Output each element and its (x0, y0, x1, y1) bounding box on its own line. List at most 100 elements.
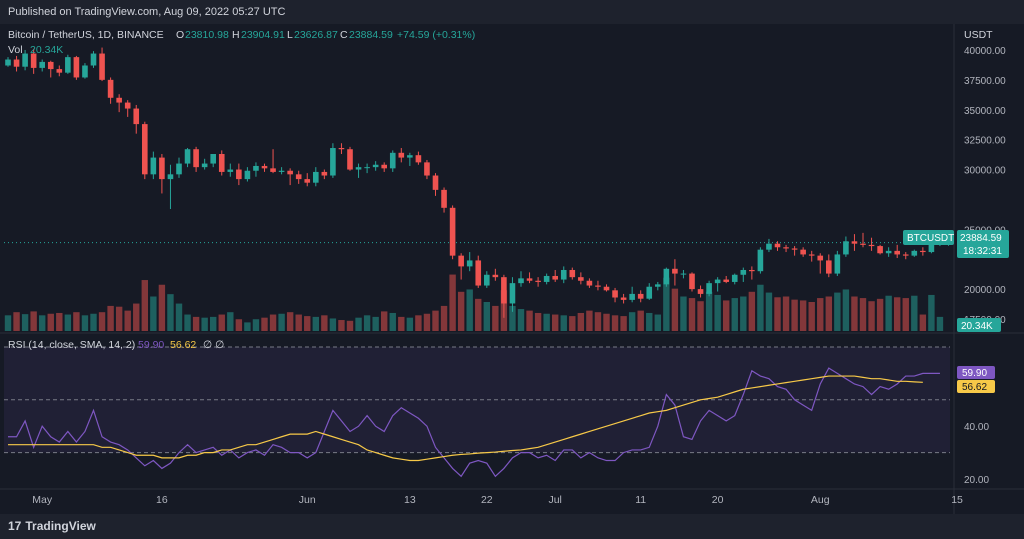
volume-bar (235, 319, 243, 331)
volume-bar (628, 312, 636, 331)
volume-bar (552, 314, 559, 331)
rsi-value-tag (957, 366, 995, 379)
candle-body (569, 269, 576, 278)
candle-body (714, 279, 721, 284)
volume-bar (885, 295, 892, 331)
candle-body (304, 179, 311, 183)
volume-bar (4, 315, 12, 331)
candle-body (501, 277, 507, 304)
candle-body (330, 148, 336, 176)
candle-body (646, 286, 653, 299)
candle-body (800, 249, 806, 255)
candle-body (928, 243, 935, 253)
candle-body (236, 169, 242, 180)
volume-bar (312, 316, 319, 331)
candle-body (757, 249, 764, 272)
volume-bar (304, 316, 311, 331)
time-tick-label: May (32, 494, 53, 506)
candle-body (637, 293, 644, 299)
volume-bar (30, 311, 37, 331)
candle-body (167, 174, 174, 180)
candle-body (355, 167, 362, 170)
candle-body (911, 250, 918, 256)
legend-low-value: 23626.87 (294, 29, 338, 41)
volume-bar (269, 314, 277, 331)
candle-body (894, 250, 900, 255)
volume-bar (21, 314, 29, 331)
candle-body (142, 124, 148, 175)
candle-body (560, 269, 567, 280)
volume-bar (201, 317, 208, 331)
volume-bar (381, 311, 388, 331)
volume-bar (902, 298, 909, 331)
volume-bar (560, 315, 567, 331)
volume-bar (261, 317, 268, 331)
rsi-sma-line (8, 375, 923, 462)
rsi-sma-tag (957, 380, 995, 393)
volume-bar (346, 320, 354, 331)
volume-bar (107, 305, 114, 331)
candle-body (107, 79, 114, 98)
candle-body (116, 97, 122, 103)
volume-bar (526, 310, 533, 331)
candle-body (261, 165, 268, 169)
volume-bar (133, 303, 140, 331)
candle-body (398, 152, 405, 158)
volume-bar (158, 284, 166, 331)
volume-bar (167, 294, 174, 331)
volume-bar (740, 296, 747, 331)
legend-vol-label: Vol (8, 44, 23, 56)
candle-body (56, 69, 63, 73)
time-tick-label: Jul (548, 494, 561, 506)
volume-bar (475, 298, 482, 331)
candle-body (603, 286, 610, 291)
volume-bar (90, 313, 97, 331)
volume-bar (483, 301, 490, 331)
volume-bar (799, 300, 807, 331)
legend-open-label: O (176, 29, 184, 41)
last-price-tag (957, 230, 1009, 258)
volume-bar (765, 292, 773, 331)
candle-body (620, 297, 627, 300)
volume-tag-label: 20.34K (961, 321, 993, 332)
candle-body (407, 155, 413, 158)
volume-bar (492, 305, 499, 331)
volume-bar (432, 310, 439, 331)
chart-svg[interactable]: 40000.00 37500.00 35000.00 32500.00 30000.00… (0, 24, 1024, 514)
candle-body (526, 278, 533, 281)
candle-body (868, 244, 875, 247)
volume-bar (928, 294, 935, 331)
price-tick-label: 40000.00 (964, 46, 1006, 57)
volume-bar (868, 301, 875, 331)
candle-body (133, 108, 140, 125)
candle-body (193, 149, 199, 168)
candle-body (364, 167, 370, 169)
volume-bar (295, 314, 302, 331)
volume-bar (911, 295, 918, 331)
time-tick-label: 16 (156, 494, 168, 506)
candle-body (210, 153, 216, 164)
volume-bar (534, 312, 542, 331)
candle-body (201, 163, 208, 168)
chart-area[interactable]: 40000.00 37500.00 35000.00 32500.00 30000.00… (0, 24, 1024, 514)
volume-bars (4, 274, 944, 331)
legend-close-label: C (340, 29, 348, 41)
volume-bar (842, 289, 850, 331)
volume-bar (184, 314, 191, 331)
candle-body (552, 275, 558, 280)
candle-body (466, 260, 473, 267)
tradingview-logo[interactable]: 17 TradingView (8, 519, 96, 533)
price-tick-label: 20000.00 (964, 285, 1006, 296)
rsi-legend-extra: ∅ ∅ (203, 339, 224, 351)
volume-bar (611, 315, 619, 331)
candle-body (270, 168, 276, 172)
candle-body (227, 169, 234, 172)
candle-body (321, 171, 328, 176)
volume-bar (73, 312, 80, 331)
volume-bar (594, 312, 602, 331)
grid-lines (0, 24, 1024, 514)
volume-bar (329, 318, 337, 331)
volume-bar (389, 312, 396, 331)
legend-low-label: L (287, 29, 293, 41)
volume-bar (577, 312, 585, 331)
